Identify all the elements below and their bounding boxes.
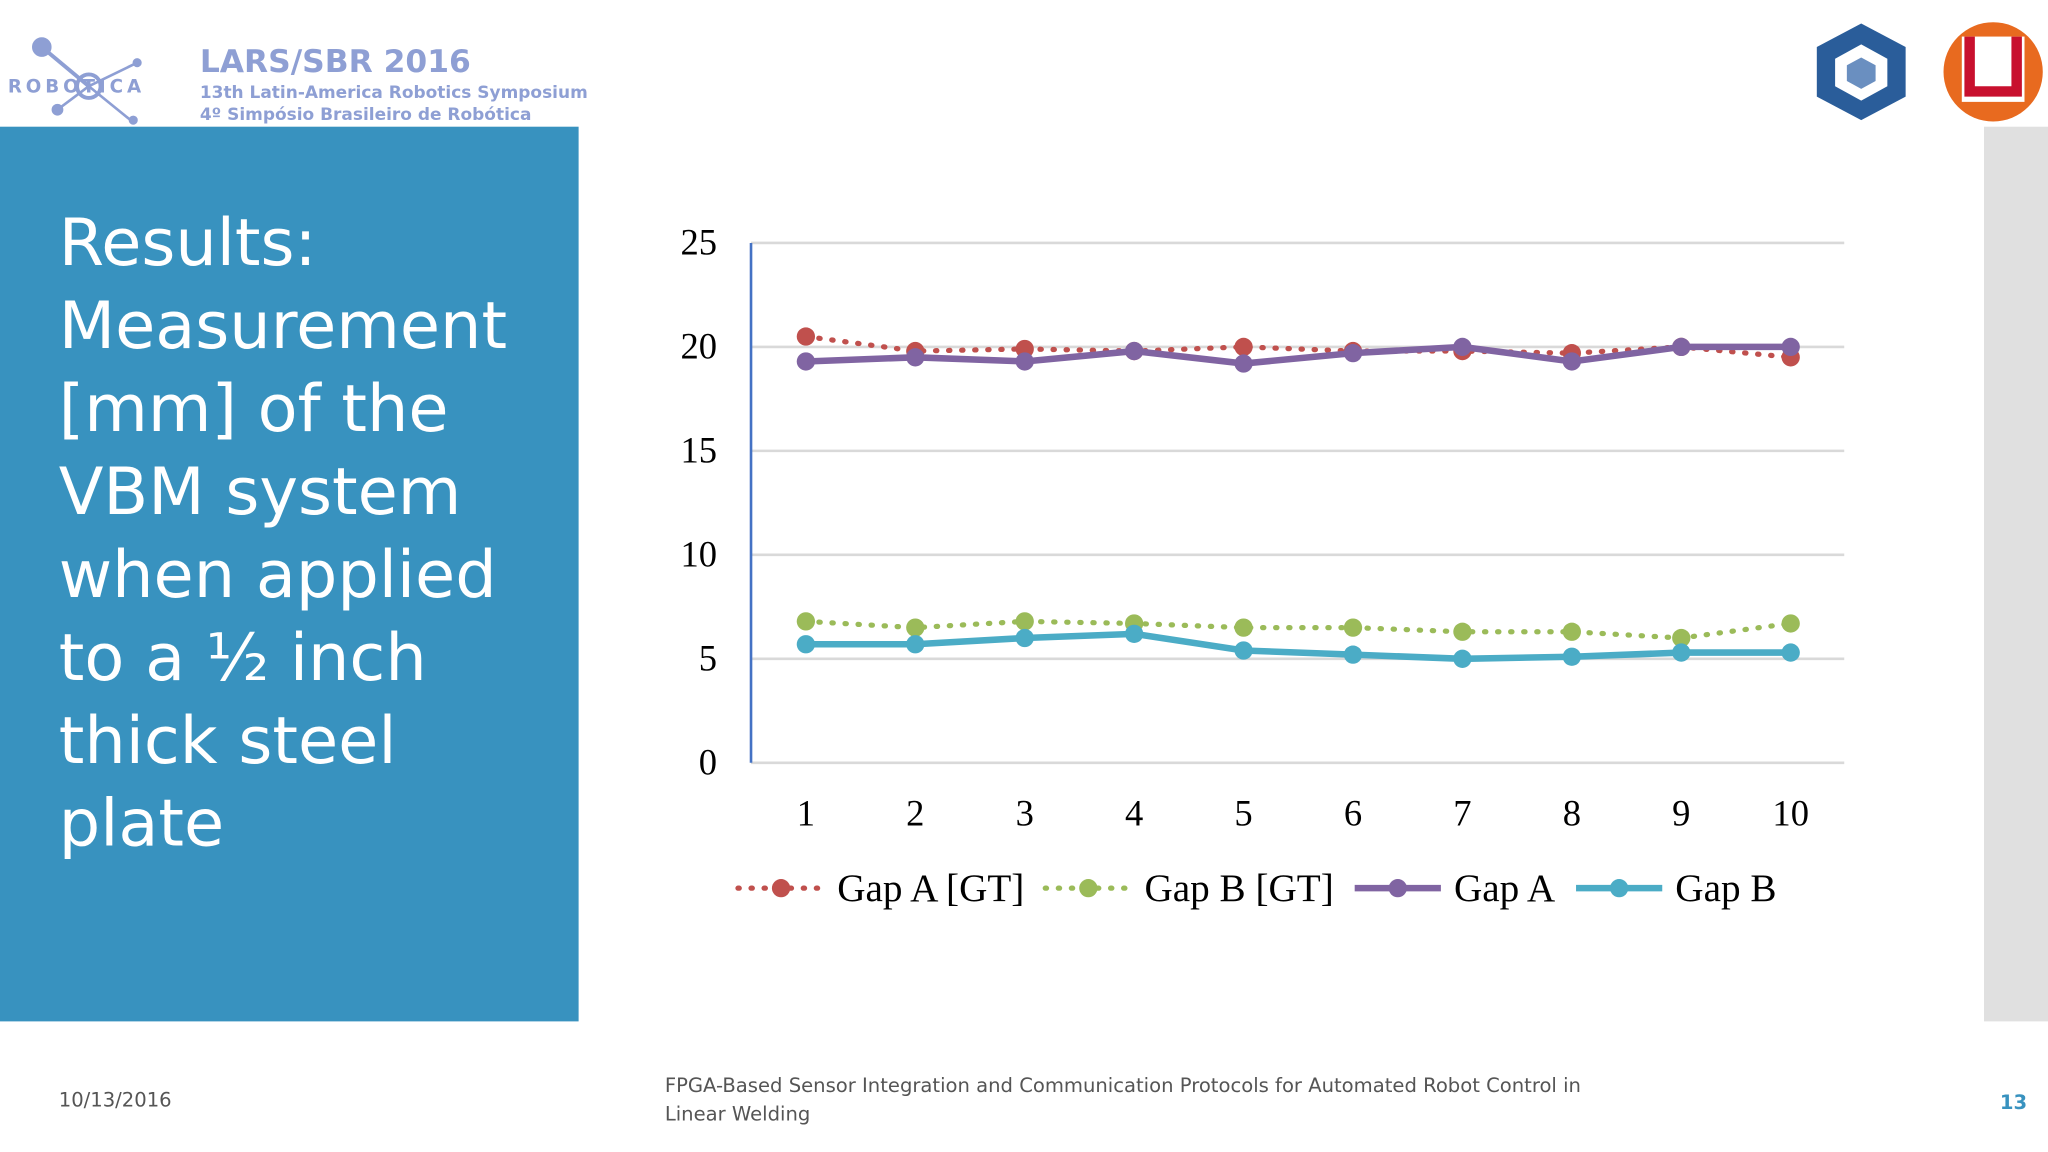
point (796, 352, 816, 371)
point (796, 635, 816, 654)
x-tick-label: 10 (1772, 792, 1809, 833)
point (1234, 337, 1253, 357)
logo-u (1943, 22, 2043, 122)
y-tick-label: 25 (680, 222, 717, 263)
point (1234, 641, 1253, 660)
legend-label: Gap B (1675, 867, 1776, 910)
point (1453, 649, 1472, 668)
legend-label: Gap B [GT] (1145, 867, 1334, 910)
series-line (803, 618, 1794, 641)
point (1781, 337, 1800, 357)
point (1562, 622, 1581, 641)
event-line: 13th Latin-America Robotics Symposium (200, 83, 588, 103)
legend-label: Gap A (1454, 867, 1555, 910)
robotica-logo (31, 37, 142, 125)
point (906, 618, 925, 637)
x-tick-label: 4 (1125, 792, 1143, 833)
page-number: 13 (2000, 1091, 2027, 1114)
point (796, 327, 816, 346)
footer-title: Linear Welding (665, 1103, 810, 1126)
legend-marker (1079, 879, 1098, 898)
point (1343, 645, 1363, 664)
y-tick-label: 10 (680, 534, 717, 575)
legend-marker (771, 879, 791, 898)
point (1453, 622, 1472, 641)
slide-title-line: to a ½ inch (59, 620, 427, 696)
point (906, 348, 925, 367)
y-tick-label: 20 (680, 326, 717, 367)
point (1015, 352, 1034, 371)
logo-text: ROBOTICA (8, 77, 145, 98)
legend-marker (1388, 879, 1407, 898)
footer-date: 10/13/2016 (59, 1088, 172, 1111)
point (1453, 337, 1472, 357)
x-tick-label: 6 (1344, 792, 1362, 833)
point (1781, 643, 1800, 662)
x-tick-label: 2 (906, 792, 924, 833)
x-tick-label: 8 (1563, 792, 1581, 833)
point (796, 612, 816, 631)
point (1672, 628, 1691, 648)
side-strip (1984, 126, 2048, 1022)
legend-marker (1610, 879, 1629, 898)
y-tick-label: 5 (699, 638, 717, 679)
point (1015, 612, 1034, 631)
legend-label: Gap A [GT] (837, 867, 1024, 910)
point (1562, 352, 1581, 371)
y-tick-label: 0 (699, 742, 717, 783)
point (1234, 618, 1253, 637)
point (1234, 354, 1253, 373)
x-tick-label: 5 (1234, 792, 1252, 833)
x-tick-label: 1 (797, 792, 815, 833)
title-panel (0, 126, 579, 1022)
x-tick-label: 9 (1672, 792, 1690, 833)
logo-hexagon (1816, 23, 1906, 121)
slide-title-line: VBM system (59, 454, 462, 530)
event-name: LARS/SBR 2016 (200, 44, 471, 80)
x-tick-label: 7 (1453, 792, 1471, 833)
point (1781, 614, 1800, 633)
slide-title-line: thick steel (59, 703, 397, 779)
point (1562, 647, 1581, 666)
point (1672, 643, 1691, 662)
series-line (803, 333, 1794, 360)
series-line (805, 343, 1791, 367)
point (1015, 628, 1034, 648)
event-line: 4º Simpósio Brasileiro de Robótica (200, 105, 532, 125)
slide-title-line: plate (59, 786, 224, 862)
point (1672, 337, 1691, 357)
x-tick-label: 3 (1016, 792, 1034, 833)
slide-title-line: Measurement (59, 288, 507, 364)
y-tick-label: 15 (680, 430, 717, 471)
footer-title: FPGA-Based Sensor Integration and Commun… (665, 1074, 1581, 1097)
slide-title-line: Results: (59, 205, 317, 281)
point (1125, 341, 1144, 361)
series-line (805, 630, 1791, 663)
slide-title-line: [mm] of the (59, 371, 449, 447)
point (906, 635, 925, 654)
slide-title-line: when applied (59, 537, 497, 613)
point (1343, 618, 1363, 637)
point (1343, 344, 1363, 363)
point (1125, 624, 1144, 643)
